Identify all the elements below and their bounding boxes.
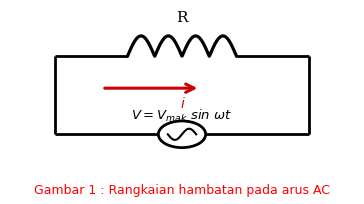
Text: $V = V_{mak}\ \mathit{sin}\ \omega t$: $V = V_{mak}\ \mathit{sin}\ \omega t$ bbox=[131, 107, 233, 123]
Text: i: i bbox=[180, 96, 184, 110]
Text: R: R bbox=[176, 11, 188, 25]
Text: Gambar 1 : Rangkaian hambatan pada arus AC: Gambar 1 : Rangkaian hambatan pada arus … bbox=[34, 183, 330, 196]
Circle shape bbox=[158, 121, 206, 148]
